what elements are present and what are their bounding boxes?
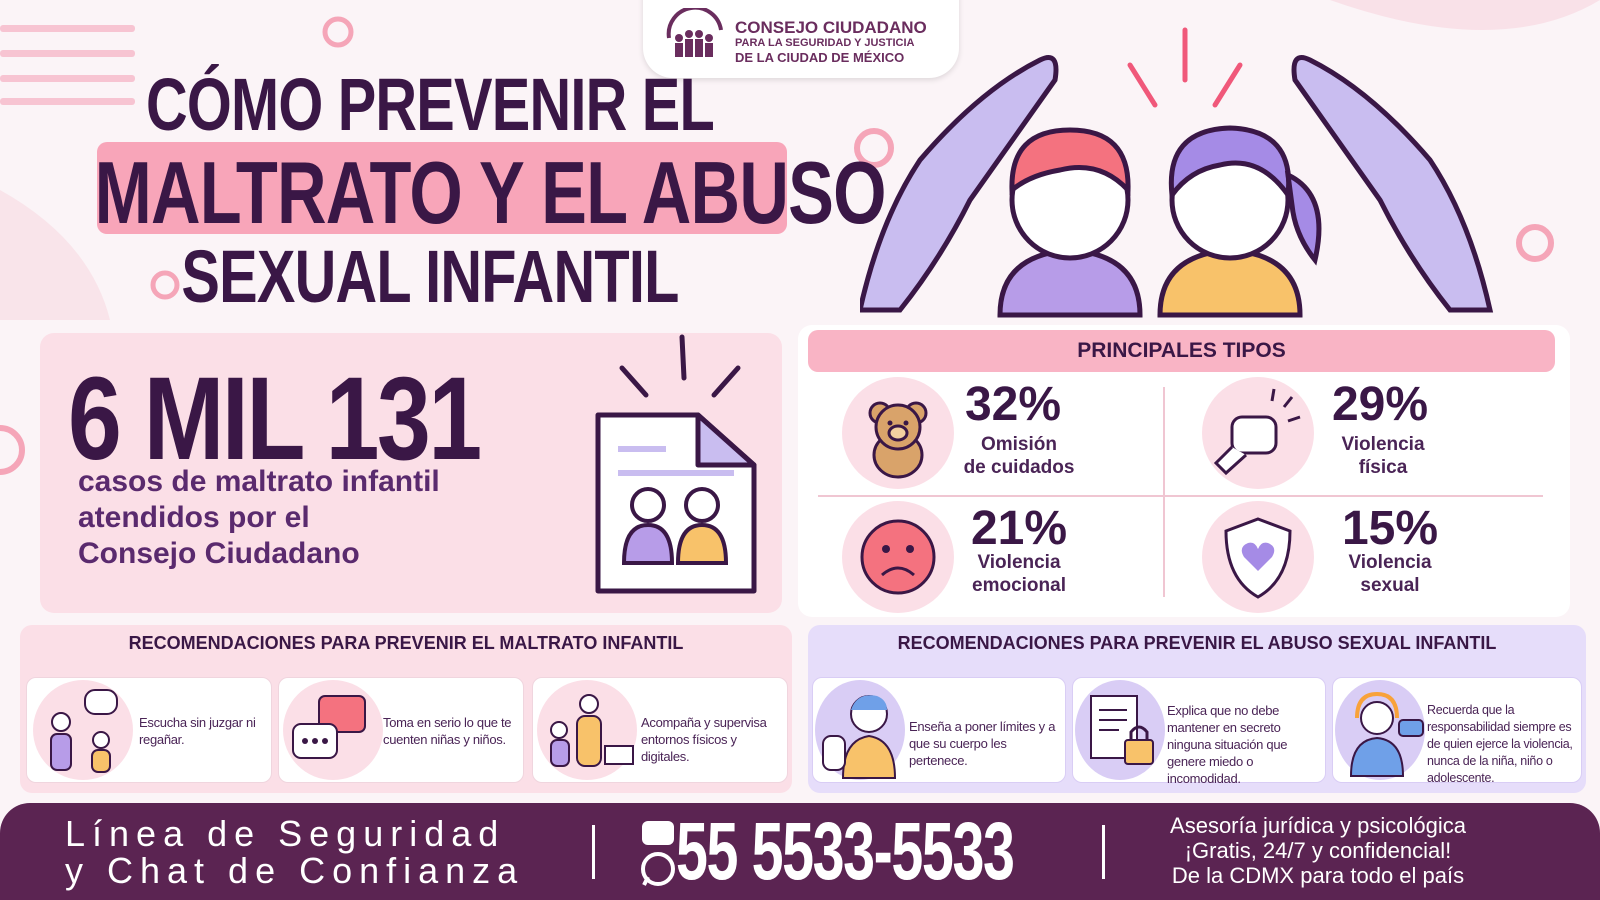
document-icon (595, 334, 757, 594)
title-line: CÓMO PREVENIR EL (145, 63, 715, 146)
divider (1163, 387, 1165, 597)
tip-card: Toma en serio lo que te cuenten niñas y … (278, 677, 524, 783)
footer-info: ¡Gratis, 24/7 y confidencial! (1184, 838, 1452, 863)
footer-line-name: y Chat de Confianza (65, 850, 525, 891)
type-label: física (1358, 457, 1408, 478)
tip-card: Enseña a poner límites y a que su cuerpo… (812, 677, 1066, 783)
type-label: emocional (972, 575, 1066, 596)
panel-heading: RECOMENDACIONES PARA PREVENIR EL MALTRAT… (128, 633, 684, 653)
title-highlight (97, 142, 787, 234)
type-icon (842, 501, 954, 613)
types-panel: PRINCIPALES TIPOS 32% Omisión de cuidado… (798, 325, 1570, 617)
logo-box: CONSEJO CIUDADANO PARA LA SEGURIDAD Y JU… (643, 0, 959, 78)
stat-description: casos de maltrato infantil (78, 465, 440, 498)
type-label: sexual (1360, 575, 1420, 596)
type-icon (1202, 377, 1314, 489)
tip-card: Acompaña y supervisa entornos físicos y … (532, 677, 788, 783)
types-heading: PRINCIPALES TIPOS (808, 330, 1555, 372)
fist-icon (1213, 388, 1301, 476)
divider (818, 495, 1543, 497)
stat-number: 6 MIL 131 (68, 353, 482, 485)
tip-text: Recuerda que la responsabilidad siempre … (1427, 703, 1573, 785)
tip-card: Escucha sin juzgar ni regañar. (26, 677, 272, 783)
title-line: SEXUAL INFANTIL (181, 235, 679, 318)
tip-text: Toma en serio lo que te cuenten niñas y … (383, 715, 512, 747)
stat-description: atendidos por el (78, 501, 310, 534)
logo-icon (666, 8, 723, 57)
stop-hand-icon (822, 695, 897, 779)
logo-line: CONSEJO CIUDADANO (735, 18, 927, 37)
chat-icon (292, 695, 366, 759)
tip-card: Explica que no debe mantener en secreto … (1072, 677, 1326, 786)
type-label: de cuidados (963, 457, 1075, 478)
type-percent: 15% (1341, 502, 1439, 555)
stat-description: Consejo Ciudadano (78, 537, 360, 570)
separator (592, 825, 595, 879)
footer-info: De la CDMX para todo el país (1171, 863, 1465, 888)
separator (1102, 825, 1105, 879)
type-label: Violencia (1341, 434, 1425, 455)
type-percent: 21% (970, 502, 1068, 555)
logo-line: PARA LA SEGURIDAD Y JUSTICIA (735, 37, 915, 49)
type-label: Violencia (1348, 552, 1432, 573)
sad-face-icon (860, 519, 936, 595)
logo-line: DE LA CIUDAD DE MÉXICO (735, 50, 905, 65)
tip-text: Acompaña y supervisa entornos físicos y … (641, 715, 767, 764)
footer: Línea de Seguridad y Chat de Confianza 5… (0, 803, 1600, 900)
tip-text: Escucha sin juzgar ni regañar. (139, 715, 256, 747)
secret-icon (1090, 695, 1154, 765)
supervise-icon (550, 694, 634, 767)
abuse-panel: RECOMENDACIONES PARA PREVENIR EL ABUSO S… (808, 625, 1586, 793)
type-percent: 29% (1331, 378, 1429, 431)
footer-phone: 55 5533-5533 (676, 806, 1015, 897)
tip-text: Enseña a poner límites y a que su cuerpo… (909, 719, 1056, 768)
type-label: Violencia (977, 552, 1061, 573)
panel-heading: RECOMENDACIONES PARA PREVENIR EL ABUSO S… (897, 633, 1497, 653)
phone-icons (641, 821, 675, 886)
shield-icon (1224, 517, 1292, 599)
footer-line-name: Línea de Seguridad (65, 813, 506, 854)
type-label: Omisión (980, 434, 1057, 455)
helpline-icon (1349, 691, 1424, 777)
teddy-icon (868, 401, 928, 479)
listen-icon (50, 689, 118, 773)
footer-info: Asesoría jurídica y psicológica (1170, 813, 1466, 838)
stat-panel: 6 MIL 131 casos de maltrato infantil ate… (40, 333, 782, 613)
maltreatment-panel: RECOMENDACIONES PARA PREVENIR EL MALTRAT… (20, 625, 792, 793)
type-percent: 32% (964, 378, 1062, 431)
hero-illustration (860, 27, 1494, 318)
type-icon (842, 377, 954, 489)
type-icon (1202, 501, 1314, 613)
tip-text: Explica que no debe mantener en secreto … (1167, 703, 1288, 786)
title-line: MALTRATO Y EL ABUSO (94, 143, 887, 242)
tip-card: Recuerda que la responsabilidad siempre … (1332, 677, 1582, 785)
